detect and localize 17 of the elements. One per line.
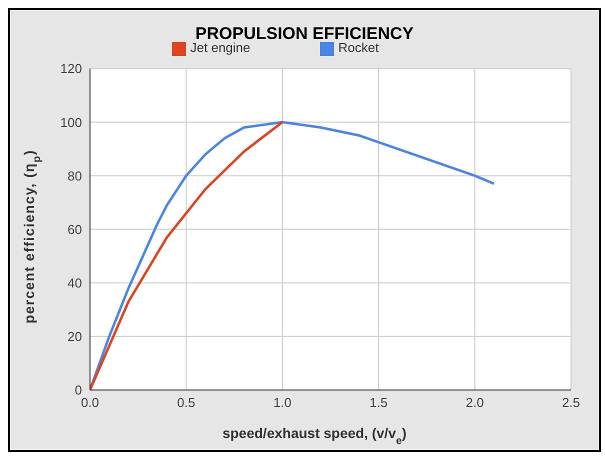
y-tick-label: 120 [60,61,82,76]
y-tick-label: 40 [68,275,82,290]
x-tick-label: 1.5 [370,395,388,410]
x-tick-label: 2.5 [562,395,580,410]
y-tick-label: 100 [60,114,82,130]
y-tick-label: 0 [74,382,82,398]
y-tick-label: 60 [68,222,82,237]
x-tick-label: 0.0 [80,395,100,410]
legend-label: Rocket [338,40,379,55]
line-series [90,120,284,390]
x-tick-label: 2.0 [466,395,484,410]
x-axis-title: speed/exhaust speed, (v/v$_{e}$) [222,425,407,447]
x-tick-label: 0.5 [177,395,196,410]
y-tick-label: 80 [68,168,82,184]
legend-label: Jet engine [190,40,250,55]
y-tick-label: 20 [68,329,82,344]
x-tick-label: 1.0 [273,395,292,410]
